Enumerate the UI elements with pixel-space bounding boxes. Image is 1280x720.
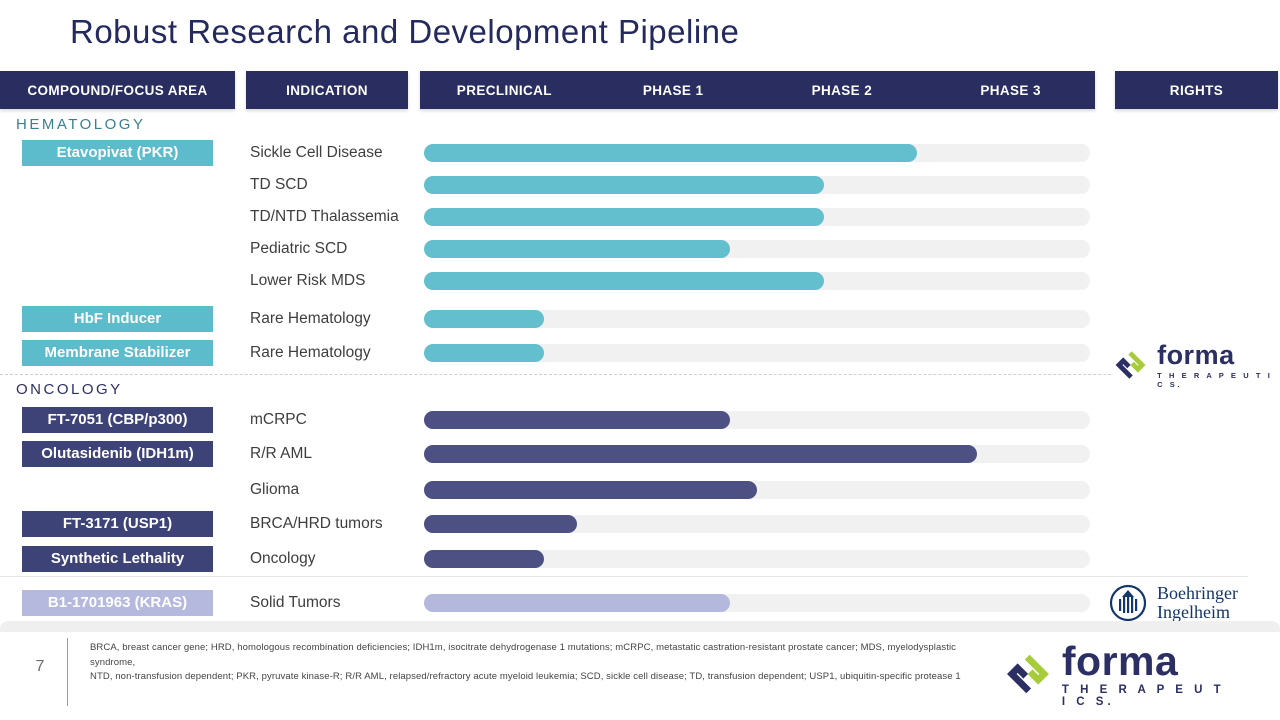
progress-bar [424, 550, 544, 568]
pipeline-row: Etavopivat (PKR) Sickle Cell Disease [0, 137, 1280, 169]
section-label-oncology: ONCOLOGY [16, 381, 123, 398]
indication-label: Rare Hematology [250, 310, 371, 327]
progress-track [424, 208, 1090, 226]
section-divider-dashed [0, 374, 1256, 375]
indication-label: Rare Hematology [250, 344, 371, 361]
progress-track [424, 344, 1090, 362]
compound-badge: Etavopivat (PKR) [22, 140, 213, 166]
partner-divider [0, 576, 1248, 577]
progress-track [424, 481, 1090, 499]
forma-wordmark: forma [1061, 637, 1179, 684]
progress-bar [424, 176, 824, 194]
header-phase-1: PHASE 1 [642, 82, 704, 98]
pipeline-row: HbF Inducer Rare Hematology [0, 303, 1280, 335]
forma-wordmark: forma [1157, 339, 1235, 370]
page-title: Robust Research and Development Pipeline [70, 13, 740, 50]
progress-bar [424, 515, 578, 533]
progress-bar [424, 272, 824, 290]
forma-therapeutics-logo: forma T H E R A P E U T I C S. [1112, 340, 1274, 390]
compound-badge: HbF Inducer [22, 306, 213, 332]
progress-track [424, 515, 1090, 533]
progress-track [424, 411, 1090, 429]
page-number: 7 [35, 658, 45, 675]
progress-track [424, 445, 1090, 463]
progress-bar [424, 411, 731, 429]
footnote-line-2: NTD, non-transfusion dependent; PKR, pyr… [90, 671, 961, 682]
footnote: BRCA, breast cancer gene; HRD, homologou… [90, 641, 980, 685]
header-phase-bar: PRECLINICAL PHASE 1 PHASE 2 PHASE 3 [420, 71, 1095, 109]
indication-label: Pediatric SCD [250, 240, 348, 257]
pipeline-row: TD/NTD Thalassemia [0, 201, 1280, 233]
compound-badge: B1-1701963 (KRAS) [22, 590, 213, 616]
boehringer-wordmark-line2: Ingelheim [1157, 602, 1230, 622]
forma-tagline: T H E R A P E U T I C S. [1061, 683, 1225, 708]
pipeline-row: FT-7051 (CBP/p300) mCRPC [0, 404, 1280, 436]
pipeline-row: Pediatric SCD [0, 233, 1280, 265]
boehringer-emblem-icon [1109, 584, 1147, 622]
progress-track [424, 144, 1090, 162]
indication-label: Lower Risk MDS [250, 272, 366, 289]
indication-label: R/R AML [250, 445, 313, 462]
pipeline-row: Lower Risk MDS [0, 265, 1280, 297]
pipeline-row: Membrane Stabilizer Rare Hematology [0, 337, 1280, 369]
compound-badge: Membrane Stabilizer [22, 340, 213, 366]
progress-track [424, 594, 1090, 612]
header-compound-focus-area: COMPOUND/FOCUS AREA [0, 71, 235, 109]
progress-bar [424, 144, 917, 162]
header-phase-3: PHASE 3 [980, 82, 1041, 98]
pipeline-row: FT-3171 (USP1) BRCA/HRD tumors [0, 508, 1280, 540]
pipeline-row: Olutasidenib (IDH1m) R/R AML [0, 438, 1280, 470]
progress-bar [424, 240, 731, 258]
footnote-line-1: BRCA, breast cancer gene; HRD, homologou… [90, 642, 957, 668]
forma-therapeutics-logo-footer: forma T H E R A P E U T I C S. [1002, 637, 1227, 711]
header-indication: INDICATION [246, 71, 408, 109]
progress-track [424, 550, 1090, 568]
bottom-gray-band [0, 621, 1280, 632]
progress-bar [424, 594, 731, 612]
pipeline-row: B1-1701963 (KRAS) Solid Tumors [0, 587, 1280, 619]
forma-tagline: T H E R A P E U T I C S. [1157, 370, 1273, 389]
forma-logo-icon [1007, 654, 1049, 694]
compound-badge: FT-3171 (USP1) [22, 511, 213, 537]
section-label-hematology: HEMATOLOGY [16, 116, 146, 133]
compound-badge: Olutasidenib (IDH1m) [22, 441, 213, 467]
compound-badge: FT-7051 (CBP/p300) [22, 407, 213, 433]
forma-logo-icon [1115, 351, 1146, 379]
progress-bar [424, 445, 977, 463]
indication-label: Glioma [250, 481, 300, 498]
progress-track [424, 272, 1090, 290]
progress-bar [424, 344, 544, 362]
header-rights: RIGHTS [1115, 71, 1278, 109]
progress-bar [424, 208, 824, 226]
indication-label: TD/NTD Thalassemia [250, 208, 399, 225]
pipeline-row: Glioma [0, 474, 1280, 506]
progress-bar [424, 310, 544, 328]
indication-label: BRCA/HRD tumors [250, 515, 383, 532]
boehringer-ingelheim-logo: Boehringer Ingelheim [1105, 577, 1275, 629]
indication-label: Sickle Cell Disease [250, 144, 383, 161]
progress-track [424, 240, 1090, 258]
header-preclinical: PRECLINICAL [456, 82, 552, 98]
indication-label: mCRPC [250, 411, 307, 428]
indication-label: Solid Tumors [250, 594, 341, 611]
indication-label: TD SCD [250, 176, 308, 193]
boehringer-wordmark-line1: Boehringer [1157, 583, 1238, 603]
indication-label: Oncology [250, 550, 316, 567]
compound-badge: Synthetic Lethality [22, 546, 213, 572]
progress-track [424, 176, 1090, 194]
progress-track [424, 310, 1090, 328]
footer-divider [67, 638, 68, 706]
header-phase-2: PHASE 2 [811, 82, 873, 98]
pipeline-row: Synthetic Lethality Oncology [0, 543, 1280, 575]
pipeline-row: TD SCD [0, 169, 1280, 201]
progress-bar [424, 481, 757, 499]
